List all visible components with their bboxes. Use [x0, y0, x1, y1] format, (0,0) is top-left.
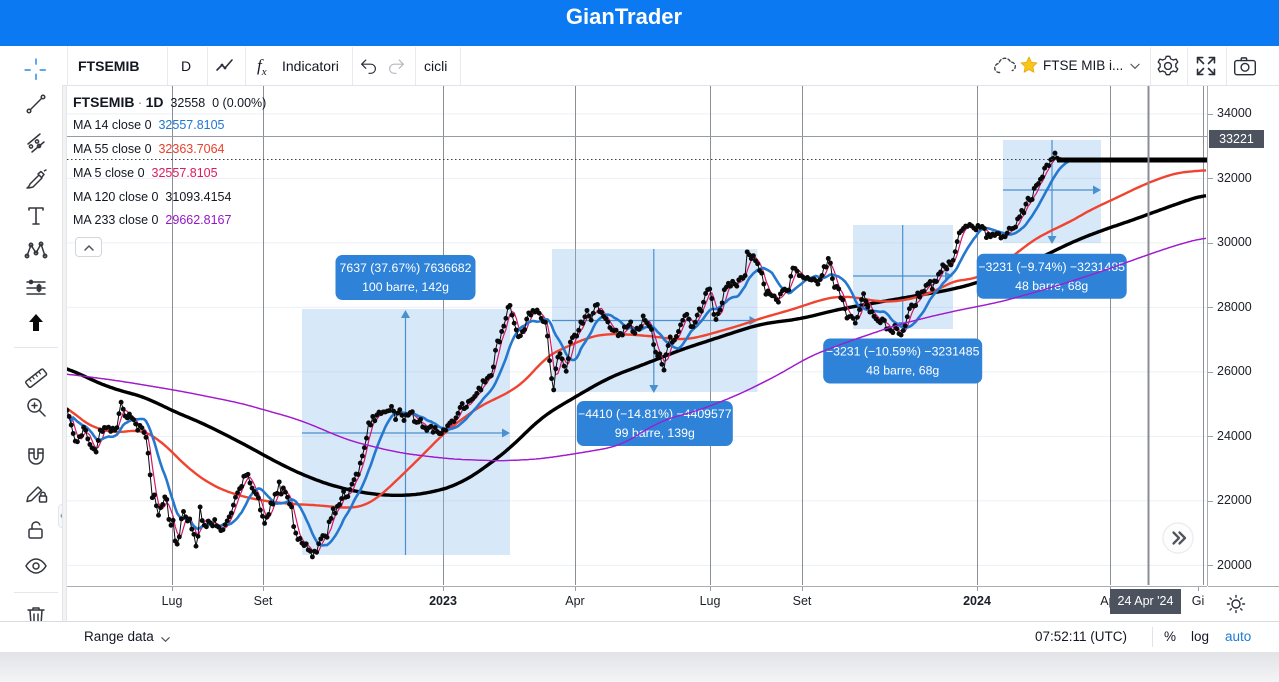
svg-text:99 barre, 139g: 99 barre, 139g — [615, 426, 695, 440]
svg-text:−4410 (−14.81%) −4409577: −4410 (−14.81%) −4409577 — [578, 407, 732, 421]
svg-text:100 barre, 142g: 100 barre, 142g — [362, 280, 449, 294]
svg-text:−3231 (−10.59%) −3231485: −3231 (−10.59%) −3231485 — [826, 345, 980, 359]
svg-text:−3231 (−9.74%) −3231485: −3231 (−9.74%) −3231485 — [978, 260, 1125, 274]
svg-text:48 barre, 68g: 48 barre, 68g — [866, 364, 939, 378]
svg-text:48 barre, 68g: 48 barre, 68g — [1015, 279, 1088, 293]
svg-text:7637 (37.67%) 7636682: 7637 (37.67%) 7636682 — [340, 261, 472, 275]
